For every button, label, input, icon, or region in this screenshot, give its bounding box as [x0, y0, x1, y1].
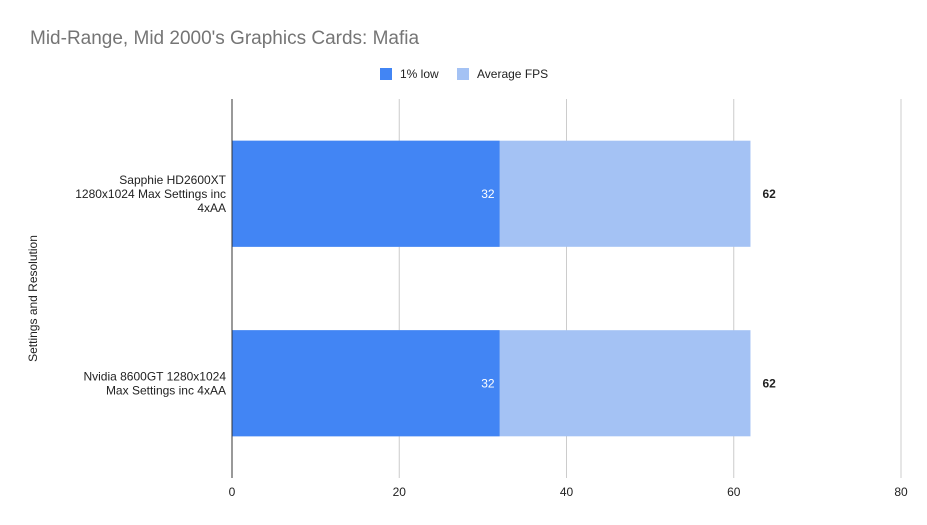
x-axis-ticks: 0 20 40 60 80: [229, 485, 908, 499]
data-label-average-fps-1: 62: [762, 376, 776, 390]
data-label-average-fps-0: 62: [762, 187, 776, 201]
legend-swatch-1pct-low: [380, 68, 392, 80]
category-label-0: Sapphie HD2600XT 1280x1024 Max Settings i…: [75, 173, 226, 215]
x-tick-label-40: 40: [560, 485, 574, 499]
legend-swatch-average-fps: [457, 68, 469, 80]
y-axis-title: Settings and Resolution: [26, 235, 40, 362]
x-tick-label-80: 80: [894, 485, 908, 499]
legend-label-1pct-low: 1% low: [400, 67, 439, 81]
bar-1pct-low-0: [232, 140, 500, 247]
legend: 1% low Average FPS: [380, 67, 548, 81]
category-labels: Sapphie HD2600XT 1280x1024 Max Settings i…: [75, 173, 226, 398]
category-label-1: Nvidia 8600GT 1280x1024 Max Settings inc …: [83, 369, 226, 397]
bars: [232, 140, 751, 437]
legend-label-average-fps: Average FPS: [477, 67, 548, 81]
x-tick-label-20: 20: [393, 485, 407, 499]
data-label-1pct-low-1: 32: [481, 376, 495, 390]
chart-title: Mid-Range, Mid 2000's Graphics Cards: Ma…: [30, 28, 419, 49]
bar-1pct-low-1: [232, 330, 500, 437]
data-labels: 32 62 32 62: [481, 187, 776, 391]
data-label-1pct-low-0: 32: [481, 187, 495, 201]
x-tick-label-0: 0: [229, 485, 236, 499]
x-tick-label-60: 60: [727, 485, 741, 499]
